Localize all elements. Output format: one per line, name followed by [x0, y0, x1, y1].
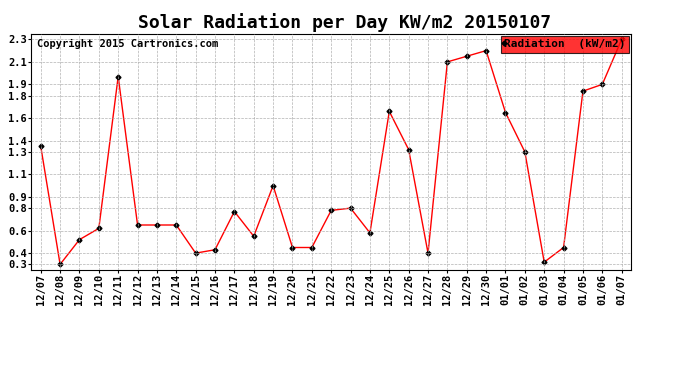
Legend: Radiation  (kW/m2): Radiation (kW/m2)	[501, 36, 629, 52]
Radiation  (kW/m2)	[404, 147, 413, 152]
Radiation  (kW/m2)	[385, 109, 393, 114]
Radiation  (kW/m2)	[288, 245, 297, 250]
Radiation  (kW/m2)	[502, 110, 510, 115]
Radiation  (kW/m2)	[308, 245, 316, 250]
Radiation  (kW/m2)	[560, 245, 568, 250]
Radiation  (kW/m2)	[327, 208, 335, 213]
Radiation  (kW/m2)	[443, 60, 451, 64]
Radiation  (kW/m2)	[521, 150, 529, 154]
Radiation  (kW/m2)	[598, 82, 607, 87]
Line: Radiation  (kW/m2): Radiation (kW/m2)	[39, 38, 623, 266]
Radiation  (kW/m2)	[250, 234, 258, 238]
Radiation  (kW/m2)	[114, 74, 122, 79]
Radiation  (kW/m2)	[95, 226, 103, 231]
Radiation  (kW/m2)	[366, 231, 374, 235]
Radiation  (kW/m2)	[540, 260, 549, 264]
Radiation  (kW/m2)	[211, 248, 219, 252]
Radiation  (kW/m2)	[75, 237, 83, 242]
Radiation  (kW/m2)	[37, 144, 45, 148]
Radiation  (kW/m2)	[56, 262, 64, 267]
Radiation  (kW/m2)	[192, 251, 200, 255]
Radiation  (kW/m2)	[346, 206, 355, 210]
Radiation  (kW/m2)	[462, 54, 471, 58]
Radiation  (kW/m2)	[579, 89, 587, 93]
Radiation  (kW/m2)	[172, 223, 180, 227]
Radiation  (kW/m2)	[152, 223, 161, 227]
Radiation  (kW/m2)	[618, 37, 626, 42]
Text: Copyright 2015 Cartronics.com: Copyright 2015 Cartronics.com	[37, 39, 218, 48]
Text: Solar Radiation per Day KW/m2 20150107: Solar Radiation per Day KW/m2 20150107	[139, 13, 551, 32]
Radiation  (kW/m2)	[269, 183, 277, 188]
Radiation  (kW/m2)	[482, 48, 491, 53]
Radiation  (kW/m2)	[230, 209, 239, 214]
Radiation  (kW/m2)	[424, 251, 432, 255]
Radiation  (kW/m2)	[133, 223, 141, 227]
